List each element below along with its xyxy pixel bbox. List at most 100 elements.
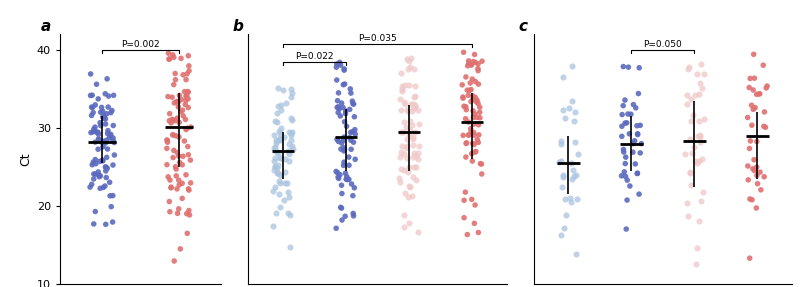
Point bbox=[174, 109, 187, 114]
Point bbox=[555, 184, 568, 189]
Point bbox=[565, 161, 578, 166]
Point bbox=[99, 141, 112, 145]
Point bbox=[345, 182, 358, 186]
Point bbox=[694, 132, 706, 137]
Point bbox=[402, 108, 414, 113]
Point bbox=[170, 116, 183, 121]
Point bbox=[183, 213, 196, 217]
Point bbox=[270, 149, 283, 154]
Point bbox=[103, 180, 116, 185]
Point bbox=[161, 138, 174, 143]
Point bbox=[106, 220, 119, 224]
Point bbox=[166, 117, 178, 122]
Point bbox=[173, 93, 186, 98]
Point bbox=[286, 130, 298, 134]
Point bbox=[471, 66, 484, 71]
Point bbox=[459, 104, 472, 109]
Point bbox=[410, 177, 422, 182]
Point bbox=[692, 119, 705, 123]
Point bbox=[472, 68, 485, 73]
Point bbox=[86, 162, 98, 167]
Point bbox=[168, 259, 181, 263]
Point bbox=[87, 222, 100, 226]
Point bbox=[340, 124, 353, 129]
Point bbox=[280, 101, 293, 105]
Point bbox=[278, 198, 290, 202]
Point bbox=[106, 138, 119, 143]
Point bbox=[403, 82, 416, 87]
Point bbox=[335, 101, 348, 105]
Point bbox=[406, 123, 418, 127]
Point bbox=[407, 135, 420, 139]
Point bbox=[409, 164, 422, 169]
Point bbox=[87, 129, 100, 134]
Point bbox=[349, 157, 362, 162]
Point bbox=[89, 102, 102, 107]
Point bbox=[743, 146, 756, 151]
Point bbox=[681, 93, 694, 97]
Point bbox=[99, 169, 112, 173]
Point bbox=[285, 133, 298, 138]
Point bbox=[171, 150, 184, 155]
Point bbox=[339, 109, 352, 113]
Point bbox=[395, 143, 408, 148]
Point bbox=[565, 200, 578, 204]
Point bbox=[470, 115, 483, 120]
Point bbox=[274, 181, 286, 185]
Point bbox=[283, 245, 296, 249]
Point bbox=[476, 59, 489, 63]
Point bbox=[567, 174, 580, 178]
Point bbox=[399, 125, 412, 129]
Point bbox=[173, 135, 186, 139]
Point bbox=[338, 119, 351, 124]
Point bbox=[466, 94, 479, 98]
Point bbox=[618, 170, 630, 174]
Point bbox=[88, 128, 101, 133]
Point bbox=[175, 97, 188, 102]
Text: P=0.022: P=0.022 bbox=[295, 52, 334, 61]
Point bbox=[338, 68, 350, 72]
Point bbox=[469, 150, 482, 154]
Point bbox=[169, 164, 182, 169]
Point bbox=[282, 190, 294, 194]
Point bbox=[178, 89, 191, 94]
Point bbox=[96, 109, 109, 114]
Point bbox=[269, 184, 282, 189]
Point bbox=[630, 123, 643, 128]
Point bbox=[96, 158, 109, 162]
Point bbox=[694, 81, 707, 85]
Point bbox=[750, 139, 763, 144]
Point bbox=[685, 119, 698, 123]
Point bbox=[92, 97, 105, 101]
Point bbox=[403, 183, 416, 188]
Point bbox=[570, 252, 582, 256]
Point bbox=[348, 115, 361, 119]
Point bbox=[466, 108, 479, 113]
Point bbox=[89, 172, 102, 176]
Point bbox=[459, 117, 472, 121]
Point bbox=[282, 195, 295, 199]
Point bbox=[278, 156, 291, 161]
Point bbox=[554, 158, 567, 163]
Point bbox=[286, 118, 299, 123]
Point bbox=[347, 214, 360, 218]
Point bbox=[180, 127, 193, 132]
Point bbox=[182, 63, 195, 68]
Point bbox=[557, 175, 570, 179]
Point bbox=[688, 158, 701, 163]
Point bbox=[337, 146, 350, 150]
Point bbox=[402, 67, 414, 72]
Point bbox=[553, 160, 566, 164]
Point bbox=[615, 124, 628, 129]
Point bbox=[750, 206, 762, 210]
Point bbox=[560, 213, 573, 218]
Point bbox=[394, 97, 407, 102]
Point bbox=[468, 142, 481, 147]
Point bbox=[457, 96, 470, 100]
Point bbox=[402, 221, 415, 225]
Text: b: b bbox=[233, 20, 244, 34]
Point bbox=[337, 163, 350, 168]
Point bbox=[750, 92, 763, 96]
Point bbox=[171, 211, 184, 216]
Point bbox=[401, 108, 414, 113]
